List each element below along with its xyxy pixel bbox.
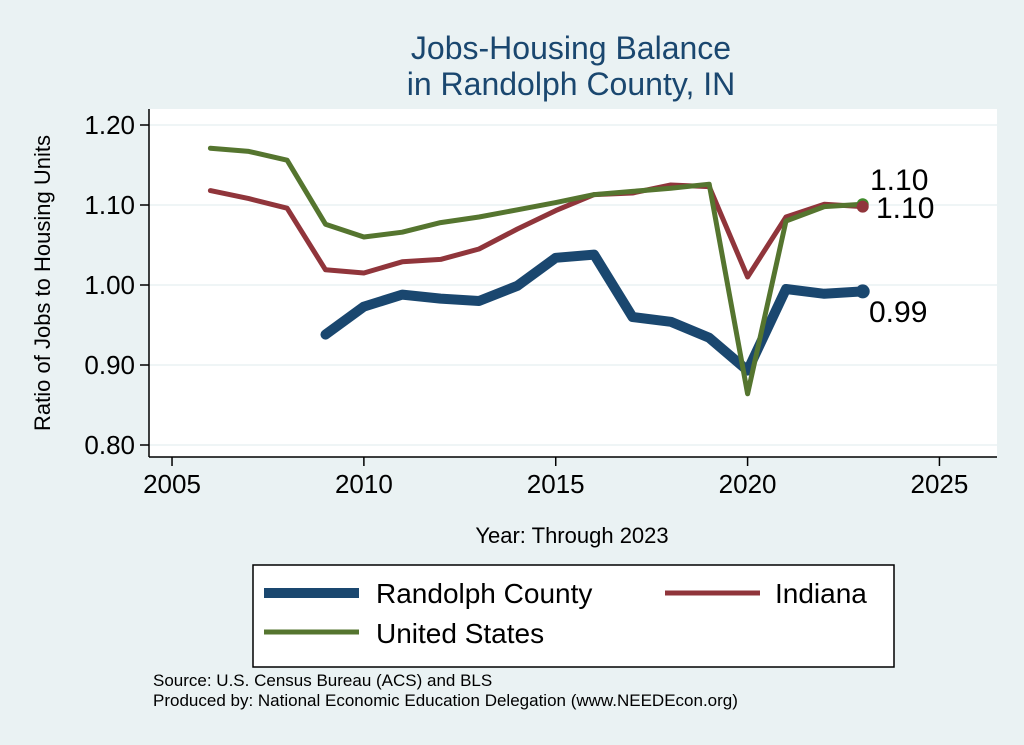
x-tick-label: 2025 [911,469,969,499]
producer-note: Produced by: National Economic Education… [153,691,738,710]
series-line-randolph-county [320,249,868,376]
y-tick-label: 1.00 [84,270,135,300]
x-axis-title: Year: Through 2023 [475,523,668,548]
x-tick-label: 2005 [143,469,201,499]
source-note: Source: U.S. Census Bureau (ACS) and BLS [153,671,493,690]
end-label-randolph-county: 0.99 [869,296,927,329]
y-tick-label: 0.90 [84,350,135,380]
chart-title-line-1: Jobs-Housing Balance [411,30,731,66]
series-line-united-states [207,145,866,397]
series-lines [207,145,868,397]
y-axis-title: Ratio of Jobs to Housing Units [30,135,55,431]
legend-label-indiana: Indiana [775,578,867,609]
plot-area [149,109,997,457]
x-tick-label: 2020 [719,469,777,499]
y-tick-label: 1.20 [84,110,135,140]
end-label-united-states: 1.10 [870,164,928,197]
end-label-indiana: 1.10 [876,192,934,225]
legend-label-united-states: United States [376,618,544,649]
series-line-indiana [207,182,866,280]
end-marker-randolph-county [855,284,870,299]
legend-box [252,564,895,668]
chart-title-line-2: in Randolph County, IN [407,66,735,102]
y-axis-ticks: 0.80 0.90 1.00 1.10 1.20 [84,110,149,460]
y-tick-label: 1.10 [84,190,135,220]
x-tick-label: 2015 [527,469,585,499]
x-axis-ticks: 2005 2010 2015 2020 2025 [143,457,968,499]
y-tick-label: 0.80 [84,430,135,460]
x-tick-label: 2010 [335,469,393,499]
legend-label-randolph-county: Randolph County [376,578,592,609]
end-marker-indiana [856,200,869,213]
end-markers [855,198,870,299]
